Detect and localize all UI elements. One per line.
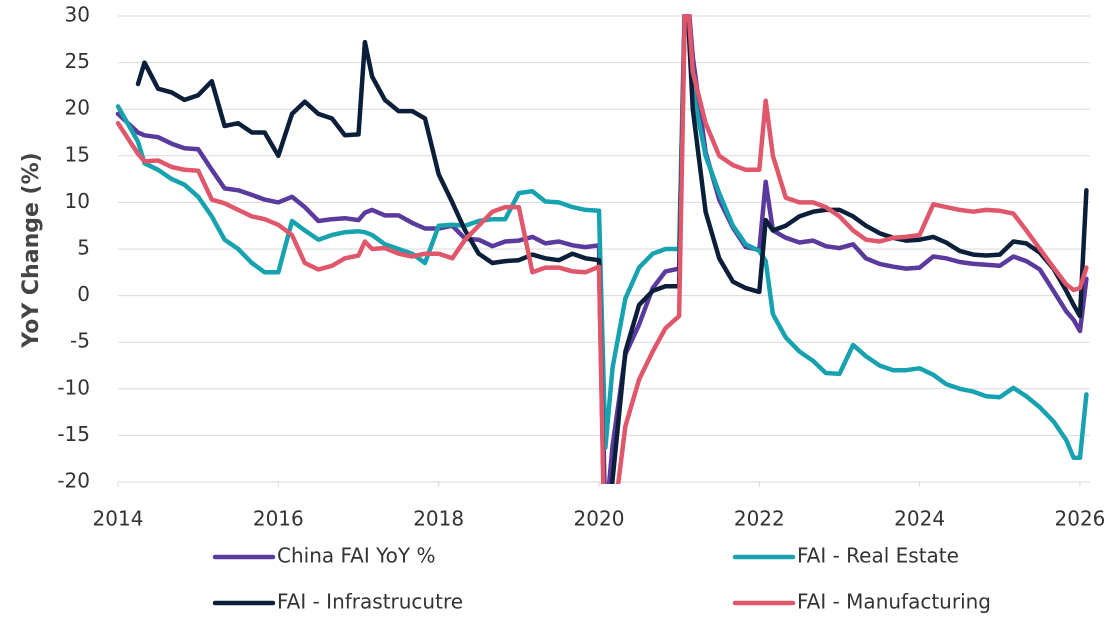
series-line [115, 14, 1089, 461]
y-tick-label: 30 [65, 3, 90, 27]
series-line [135, 14, 1089, 484]
y-tick-label: 25 [65, 49, 90, 73]
y-tick-label: 0 [77, 282, 90, 306]
y-tick-label: 5 [77, 236, 90, 260]
x-tick-label: 2024 [894, 507, 945, 531]
legend-label: FAI - Manufacturing [797, 590, 991, 614]
x-tick-label: 2026 [1055, 507, 1106, 531]
x-tick-label: 2020 [574, 507, 625, 531]
x-tick-label: 2016 [253, 507, 304, 531]
x-tick-label: 2022 [734, 507, 785, 531]
legend-label: FAI - Real Estate [797, 544, 959, 568]
y-tick-label: -5 [70, 329, 90, 353]
x-tick-label: 2018 [413, 507, 464, 531]
legend-label: FAI - Infrastrucutre [277, 590, 463, 614]
x-tick-label: 2014 [93, 507, 144, 531]
y-tick-label: -20 [57, 469, 90, 493]
plot-area [115, 14, 1089, 484]
series-line [115, 14, 1089, 484]
y-tick-label: 20 [65, 96, 90, 120]
series-line [115, 14, 1089, 484]
y-tick-label: -10 [57, 375, 90, 399]
y-tick-label: 10 [65, 189, 90, 213]
y-tick-label: 15 [65, 142, 90, 166]
y-axis-label: YoY Change (%) [19, 152, 44, 348]
legend-label: China FAI YoY % [277, 544, 435, 568]
y-tick-label: -15 [57, 422, 90, 446]
